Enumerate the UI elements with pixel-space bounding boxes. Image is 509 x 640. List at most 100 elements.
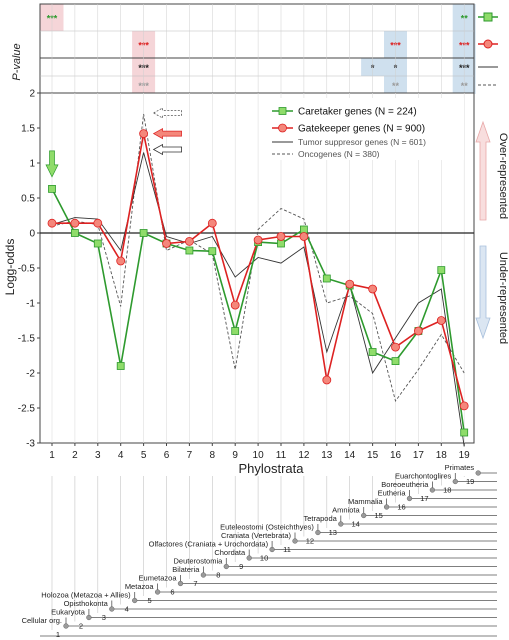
- over-arrow: [475, 120, 491, 221]
- tree-node: [132, 597, 138, 604]
- y-tick-label: -1.5: [18, 334, 36, 345]
- tree-node-number: 8: [216, 571, 220, 580]
- caretaker-point: [208, 247, 217, 256]
- tree-clade-label: Holozoa (Metazoa + Allies): [41, 591, 131, 600]
- tree-clade-label: Mammalia: [348, 497, 383, 506]
- tree-node-number: 15: [374, 511, 382, 520]
- tree-node: [429, 487, 436, 493]
- gatekeeper-point: [184, 236, 194, 246]
- tree-node-number: 3: [102, 613, 106, 622]
- y-tick-label: 1.5: [21, 124, 35, 135]
- onco-arrow: [152, 107, 182, 119]
- tree-clade-label: Bilateria: [172, 565, 200, 574]
- tree-node-number: 11: [283, 545, 291, 554]
- gatekeeper-point: [391, 342, 400, 352]
- pvalue-axis-label: P-value: [11, 43, 23, 80]
- x-tick-label: 6: [164, 450, 170, 461]
- tree-clade-label: Euarchontoglires: [395, 472, 452, 481]
- tree-node-number: 5: [148, 596, 152, 605]
- x-tick-label: 18: [436, 450, 448, 461]
- tree-node-number: 16: [397, 503, 405, 512]
- tree-clade-label: Euteleostomi (Osteichthyes): [220, 523, 314, 532]
- caretaker-point: [322, 274, 331, 283]
- y-tick-label: -2: [26, 369, 35, 380]
- pvalue-panel: *****************************: [39, 3, 498, 95]
- x-tick-label: 1: [49, 450, 55, 461]
- tree-node-number: 2: [79, 622, 83, 631]
- gatekeeper-point: [345, 279, 355, 289]
- caretaker-point: [368, 348, 377, 356]
- caretaker-arrow: [45, 150, 59, 178]
- x-tick-label: 10: [253, 450, 265, 461]
- tree-node: [246, 555, 252, 561]
- tree-clade-label: Metazoa: [125, 582, 155, 591]
- caretaker-point: [299, 225, 308, 234]
- tree-clade-label: Olfactores (Craniata + Urochordata): [149, 540, 269, 549]
- tree-node: [200, 572, 207, 578]
- x-tick-label: 2: [72, 450, 78, 461]
- log-odds-plot: 21.510.50-0.5-1-1.5-2-2.5-31 2 3 4 5 6 7 8 9 10 11…: [18, 89, 491, 461]
- over-represented-label: Over-represented: [497, 133, 509, 219]
- y-tick-label: -2.5: [18, 404, 36, 415]
- series-line-3: [51, 113, 465, 403]
- tree-clade-label: Primates: [445, 463, 475, 472]
- caretaker-point: [71, 229, 79, 237]
- tree-clade-label: Opisthokonta: [64, 599, 109, 608]
- tree-node: [315, 529, 321, 536]
- caretaker-point: [231, 327, 240, 335]
- gatekeeper-point: [162, 239, 171, 248]
- x-tick-label: 17: [413, 450, 425, 461]
- tree-node-number: 9: [239, 562, 243, 571]
- tree-node: [86, 614, 92, 621]
- legend-label: Tumor suppresor genes (N = 601): [298, 137, 426, 147]
- x-tick-label: 13: [321, 450, 333, 461]
- legend: Caretaker genes (N = 224) Gatekeeper gene…: [268, 98, 464, 160]
- y-tick-label: 2: [29, 89, 35, 100]
- x-tick-label: 5: [141, 450, 147, 461]
- gatekeeper-point: [47, 218, 57, 228]
- tree-node: [292, 538, 298, 544]
- gatekeeper-point: [299, 232, 309, 241]
- tree-node-number: 18: [443, 486, 451, 495]
- gatekeeper-arrow: [152, 128, 182, 140]
- tree-clade-label: Eukaryota: [51, 608, 86, 617]
- legend-marker-circle: [278, 123, 287, 133]
- tree-node: [177, 580, 184, 587]
- x-tick-label: 14: [344, 450, 356, 461]
- caretaker-point: [437, 266, 446, 275]
- tree-node: [406, 495, 413, 502]
- tree-node-number: 12: [306, 537, 314, 546]
- tree-node: [269, 546, 275, 553]
- gatekeeper-point: [276, 232, 286, 241]
- representation-arrows: [475, 120, 491, 340]
- x-tick-label: 12: [298, 450, 310, 461]
- tree-node: [63, 623, 69, 629]
- tree-clade-label: Craniata (Vertebrata): [221, 531, 292, 540]
- caretaker-point: [460, 428, 469, 437]
- gatekeeper-point: [253, 235, 263, 245]
- tree-node: [154, 589, 161, 595]
- tree-node-number: 7: [193, 579, 197, 588]
- tree-node-number: 1: [56, 630, 60, 639]
- x-tick-label: 7: [187, 450, 193, 461]
- legend-label: Oncogenes (N = 380): [298, 149, 380, 159]
- series-line-2: [51, 152, 465, 447]
- y-tick-label: 0: [29, 229, 35, 240]
- under-represented-label: Under-represented: [497, 252, 509, 344]
- y-tick-label: 0.5: [21, 194, 35, 205]
- gatekeeper-point: [368, 284, 378, 294]
- caretaker-point: [185, 246, 194, 255]
- gatekeeper-point: [70, 218, 80, 228]
- caretaker-point: [48, 184, 56, 193]
- x-tick-label: 15: [367, 450, 379, 461]
- tree-node: [452, 478, 458, 485]
- y-axis-label: Logg-odds: [3, 239, 17, 296]
- legend-marker-square: [278, 107, 287, 115]
- phylostrata-tree: 1 Cellular org. 2 Eukaryota 3 Opisthokonta 4 Ho…: [22, 463, 497, 639]
- tree-node-number: 19: [466, 477, 474, 486]
- x-tick-label: 8: [210, 450, 216, 461]
- tree-node-number: 14: [352, 520, 360, 529]
- tree-node: [475, 470, 481, 476]
- x-axis-label: Phylostrata: [238, 461, 304, 476]
